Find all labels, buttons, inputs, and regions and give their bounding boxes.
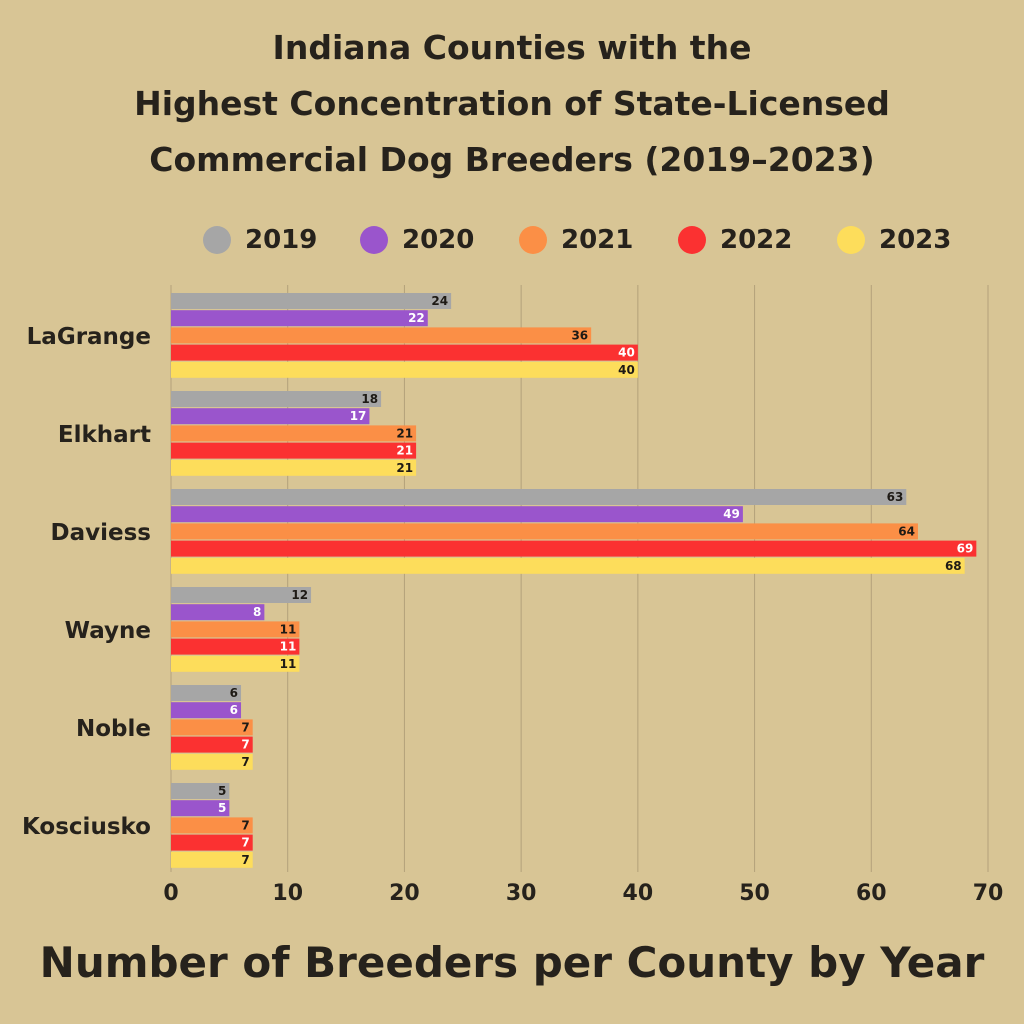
data-label: 6 (230, 703, 238, 717)
data-label: 6 (230, 686, 238, 700)
x-tick-label: 0 (163, 881, 178, 906)
legend-label: 2019 (245, 225, 318, 255)
category-label: Elkhart (58, 422, 151, 448)
data-label: 8 (253, 605, 261, 619)
bar-2019 (171, 783, 230, 799)
x-tick-label: 70 (973, 881, 1004, 906)
data-label: 21 (396, 444, 413, 458)
bar-2023 (171, 361, 638, 378)
x-tick-label: 60 (856, 881, 887, 906)
title-line-2: Highest Concentration of State-Licensed (134, 84, 890, 123)
bar-2023 (171, 851, 253, 868)
bar-2019 (171, 489, 907, 505)
data-label: 7 (241, 738, 249, 752)
data-label: 11 (280, 657, 297, 671)
x-tick-label: 20 (389, 881, 420, 906)
legend-item-2020: 2020 (360, 225, 474, 255)
data-label: 49 (723, 507, 740, 521)
bar-2021 (171, 817, 253, 834)
legend-item-2023: 2023 (837, 225, 951, 255)
legend-swatch (837, 226, 865, 254)
data-label: 7 (241, 836, 249, 850)
data-label: 12 (291, 588, 308, 602)
legend-swatch (360, 226, 388, 254)
data-label: 5 (218, 801, 226, 815)
data-label: 18 (361, 392, 378, 406)
data-label: 24 (431, 294, 448, 308)
category-label: LaGrange (27, 324, 151, 350)
legend-swatch (678, 226, 706, 254)
bar-2021 (171, 621, 300, 638)
bar-2023 (171, 753, 253, 770)
title-line-3: Commercial Dog Breeders (2019–2023) (149, 140, 875, 179)
bar-2019 (171, 587, 312, 603)
legend-item-2022: 2022 (678, 225, 792, 255)
legend-swatch (519, 226, 547, 254)
bar-2023 (171, 557, 965, 574)
bar-2021 (171, 719, 253, 736)
legend: 2019 2020 2021 2022 2023 (0, 225, 1024, 261)
bar-2019 (171, 293, 452, 309)
data-label: 17 (350, 409, 367, 423)
category-label: Daviess (51, 520, 151, 546)
data-label: 7 (241, 853, 249, 867)
bar-2022 (171, 442, 417, 459)
bar-2022 (171, 344, 638, 361)
data-label: 64 (898, 524, 915, 538)
bar-2019 (171, 685, 242, 701)
bar-2022 (171, 834, 253, 851)
legend-swatch (203, 226, 231, 254)
data-label: 11 (280, 622, 297, 636)
data-label: 69 (957, 542, 974, 556)
legend-label: 2020 (402, 225, 475, 255)
title-line-1: Indiana Counties with the (272, 28, 752, 67)
category-label: Kosciusko (22, 814, 151, 840)
bar-2023 (171, 459, 417, 476)
data-label: 68 (945, 559, 962, 573)
legend-label: 2021 (561, 225, 634, 255)
data-label: 7 (241, 720, 249, 734)
bar-2020 (171, 506, 743, 523)
data-label: 40 (618, 363, 635, 377)
x-tick-label: 50 (739, 881, 770, 906)
bar-2020 (171, 702, 242, 719)
x-tick-label: 30 (506, 881, 537, 906)
data-label: 7 (241, 755, 249, 769)
bar-2022 (171, 736, 253, 753)
legend-label: 2022 (720, 225, 793, 255)
bar-2022 (171, 638, 300, 655)
bar-2020 (171, 604, 265, 621)
bar-2021 (171, 523, 918, 540)
data-label: 22 (408, 311, 425, 325)
category-label: Noble (76, 716, 151, 742)
bar-2022 (171, 540, 977, 557)
bar-2020 (171, 800, 230, 817)
bar-2021 (171, 327, 592, 344)
data-label: 11 (280, 640, 297, 654)
x-tick-label: 40 (623, 881, 654, 906)
legend-label: 2023 (879, 225, 952, 255)
bar-2020 (171, 310, 428, 327)
data-label: 21 (396, 426, 413, 440)
data-label: 5 (218, 784, 226, 798)
bar-2019 (171, 391, 382, 407)
bar-2021 (171, 425, 417, 442)
x-tick-label: 10 (272, 881, 303, 906)
category-label: Wayne (65, 618, 151, 644)
legend-item-2019: 2019 (203, 225, 317, 255)
legend-item-2021: 2021 (519, 225, 633, 255)
data-label: 63 (887, 490, 904, 504)
data-label: 36 (571, 328, 588, 342)
data-label: 21 (396, 461, 413, 475)
bar-2020 (171, 408, 370, 425)
chart-title: Indiana Counties with the Highest Concen… (0, 20, 1024, 188)
data-label: 7 (241, 818, 249, 832)
x-axis-title: Number of Breeders per County by Year (39, 938, 985, 987)
data-label: 40 (618, 346, 635, 360)
bar-2023 (171, 655, 300, 672)
